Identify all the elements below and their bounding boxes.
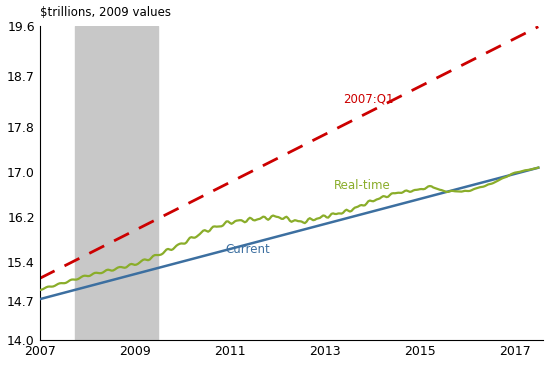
Text: Current: Current bbox=[225, 243, 270, 256]
Bar bbox=[75, 26, 158, 340]
Text: $trillions, 2009 values: $trillions, 2009 values bbox=[40, 6, 170, 19]
Text: 2007:Q1: 2007:Q1 bbox=[344, 92, 394, 105]
Text: Real-time: Real-time bbox=[334, 179, 391, 192]
